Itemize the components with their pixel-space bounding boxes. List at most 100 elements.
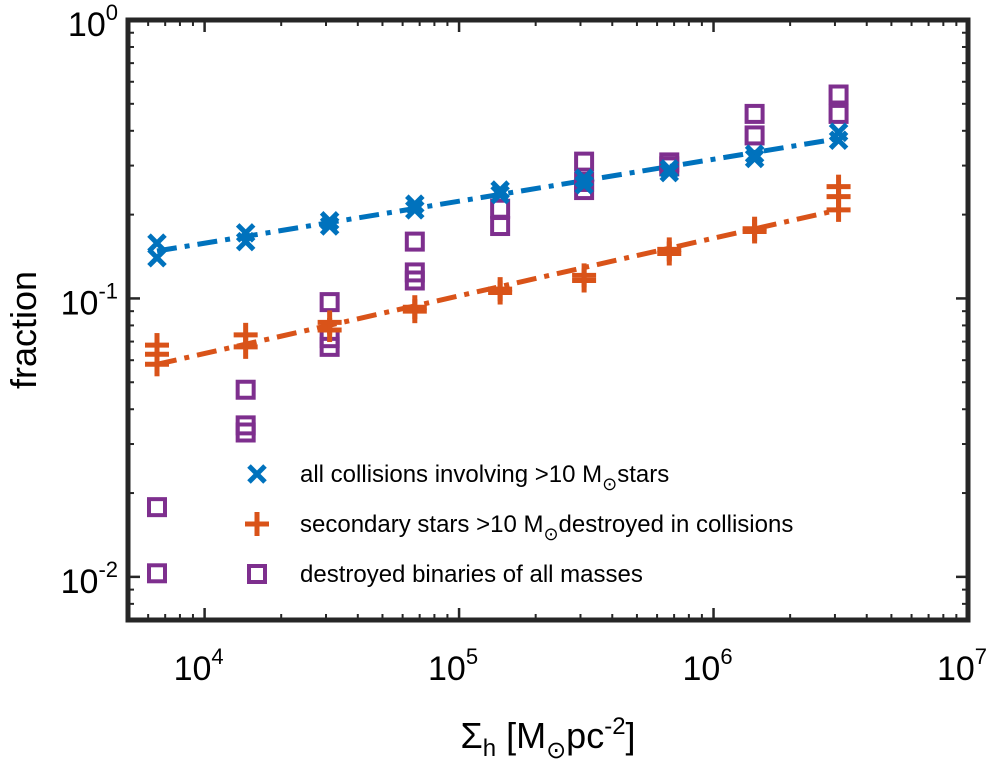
legend-entry-collisions: all collisions involving >10 M⊙stars bbox=[300, 461, 669, 494]
x-tick-label-base: 10 bbox=[174, 650, 212, 688]
data-point-series-2 bbox=[574, 151, 595, 172]
x-marker-stroke bbox=[405, 200, 425, 220]
x-marker-stroke bbox=[147, 247, 167, 268]
data-point-series-1 bbox=[144, 352, 169, 377]
x-axis-label-sub: h bbox=[483, 735, 496, 762]
x-axis-label-pc: pc bbox=[566, 715, 604, 756]
data-point-series-0 bbox=[147, 233, 167, 253]
x-axis-label-close: ] bbox=[626, 715, 636, 756]
x-tick-label-exp: 4 bbox=[211, 644, 223, 669]
legend-entry-secondary: secondary stars >10 M⊙destroyed in colli… bbox=[300, 511, 793, 544]
legend-entry-collisions-pre: all collisions involving >10 M bbox=[300, 461, 602, 488]
data-point-series-0 bbox=[828, 130, 849, 150]
data-point-series-2 bbox=[146, 563, 167, 584]
y-tick-label-exp: -2 bbox=[98, 557, 118, 582]
data-point-series-0 bbox=[659, 159, 680, 179]
x-tick-label-base: 10 bbox=[937, 650, 975, 688]
data-point-series-2 bbox=[235, 379, 256, 400]
data-point-series-2 bbox=[404, 270, 425, 291]
data-point-series-1 bbox=[488, 280, 513, 305]
data-point-series-2 bbox=[744, 103, 765, 124]
legend-entry-secondary-pre: secondary stars >10 M bbox=[300, 511, 543, 538]
x-marker-stroke bbox=[235, 231, 256, 252]
y-tick-label: 10-1 bbox=[61, 278, 118, 322]
x-axis-label-unit: [M bbox=[496, 715, 546, 756]
y-tick-label-base: 10 bbox=[68, 6, 106, 44]
data-point-series-0 bbox=[744, 144, 765, 164]
data-point-series-0 bbox=[405, 194, 425, 214]
data-point-series-2 bbox=[404, 231, 425, 252]
x-marker-stroke bbox=[490, 184, 510, 205]
data-point-series-0 bbox=[235, 231, 256, 252]
data-point-series-2 bbox=[319, 292, 340, 313]
legend-entry-collisions-sun: ⊙ bbox=[602, 474, 617, 494]
data-point-series-2 bbox=[744, 125, 765, 146]
x-marker-stroke bbox=[405, 194, 425, 214]
x-marker-stroke bbox=[574, 174, 594, 195]
legend-marker-series-0 bbox=[247, 464, 267, 484]
legend-entry-secondary-sun: ⊙ bbox=[543, 524, 558, 544]
data-point-series-1 bbox=[402, 299, 427, 324]
plot-frame bbox=[125, 17, 971, 623]
x-tick-label: 106 bbox=[682, 644, 732, 688]
data-markers bbox=[144, 84, 851, 584]
data-point-series-2 bbox=[490, 216, 511, 237]
x-tick-label: 105 bbox=[428, 644, 478, 688]
y-axis-label: fraction bbox=[3, 271, 44, 389]
data-point-series-1 bbox=[657, 241, 682, 266]
y-tick-label-exp: -1 bbox=[98, 278, 118, 303]
data-point-series-2 bbox=[146, 497, 167, 518]
data-point-series-0 bbox=[490, 184, 510, 205]
data-point-series-0 bbox=[405, 200, 425, 220]
legend: all collisions involving >10 M⊙stars sec… bbox=[245, 461, 793, 588]
x-tick-label-exp: 6 bbox=[720, 644, 732, 669]
data-point-series-1 bbox=[233, 334, 258, 359]
data-point-series-1 bbox=[317, 318, 342, 343]
x-marker-stroke bbox=[147, 233, 167, 253]
x-tick-label-exp: 5 bbox=[466, 644, 478, 669]
x-marker-stroke bbox=[319, 216, 340, 236]
x-tick-label-base: 10 bbox=[428, 650, 466, 688]
legend-entry-binaries: destroyed binaries of all masses bbox=[300, 561, 643, 588]
x-tick-label: 104 bbox=[174, 644, 224, 688]
data-point-series-0 bbox=[659, 162, 680, 183]
y-tick-label-base: 10 bbox=[61, 563, 99, 601]
legend-markers bbox=[245, 464, 269, 584]
data-point-series-1 bbox=[572, 268, 597, 293]
data-point-series-2 bbox=[235, 422, 256, 443]
x-marker-stroke bbox=[744, 144, 765, 164]
data-point-series-0 bbox=[574, 174, 594, 195]
x-marker-stroke bbox=[247, 464, 267, 484]
x-axis-label-sup: -2 bbox=[604, 713, 625, 740]
data-point-series-0 bbox=[319, 211, 340, 231]
fit-line-series-1 bbox=[156, 207, 840, 367]
legend-entry-secondary-post: destroyed in collisions bbox=[559, 511, 794, 538]
y-tick-label-base: 10 bbox=[61, 284, 99, 322]
legend-marker-series-2 bbox=[247, 564, 267, 584]
data-point-series-0 bbox=[574, 168, 594, 189]
x-marker-stroke bbox=[490, 180, 510, 200]
legend-marker-series-1 bbox=[245, 512, 269, 536]
y-tick-label: 100 bbox=[68, 0, 118, 44]
data-point-series-0 bbox=[147, 247, 167, 268]
data-point-series-2 bbox=[828, 84, 849, 105]
x-axis-label-sigma: Σ bbox=[460, 715, 482, 756]
x-axis-label-sun: ⊙ bbox=[546, 737, 566, 764]
data-point-series-2 bbox=[828, 103, 849, 124]
data-point-series-1 bbox=[826, 197, 851, 222]
fit-lines bbox=[156, 136, 840, 367]
x-tick-label-exp: 7 bbox=[975, 644, 987, 669]
x-tick-label-base: 10 bbox=[682, 650, 720, 688]
x-marker-stroke bbox=[828, 130, 849, 150]
data-point-series-1 bbox=[742, 219, 767, 244]
x-marker-stroke bbox=[319, 211, 340, 231]
x-marker-stroke bbox=[744, 148, 765, 169]
data-point-series-0 bbox=[490, 180, 510, 200]
y-tick-label: 10-2 bbox=[61, 557, 118, 601]
x-marker-stroke bbox=[574, 168, 594, 189]
x-marker-stroke bbox=[659, 159, 680, 179]
legend-entry-collisions-post: stars bbox=[617, 461, 669, 488]
x-tick-label: 107 bbox=[937, 644, 987, 688]
